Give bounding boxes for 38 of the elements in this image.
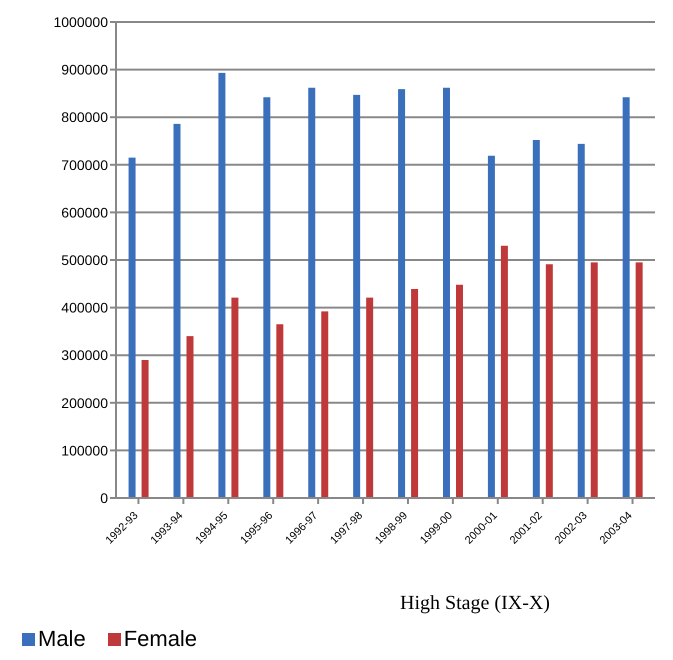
y-tick-label: 200000 [61,394,108,411]
bar [186,336,194,498]
y-tick-label: 800000 [61,109,108,126]
bar [500,246,508,498]
legend-label: Female [124,626,198,652]
bar [578,144,585,498]
legend-label: Male [38,626,86,652]
y-tick-label: 0 [100,490,108,506]
bar [366,298,374,498]
bar [353,94,360,498]
bar [398,89,406,498]
y-tick-label: 500000 [61,252,108,268]
text: High Stage (IX-X) [400,592,550,615]
bar [590,262,598,498]
y-tick-label: 1000000 [53,14,108,30]
y-tick-label: 300000 [61,347,108,364]
y-tick-label: 700000 [61,156,108,173]
y-tick-label: 100000 [61,442,108,458]
bar [622,97,630,498]
bar [636,262,643,498]
bar [308,88,316,498]
bar [321,311,328,498]
bar [128,158,136,498]
bar [276,324,284,498]
bar [218,72,226,498]
bar [546,264,553,498]
bar [442,88,450,498]
bar [231,298,238,498]
bar [411,289,418,498]
bar [456,284,463,498]
bar [142,360,149,498]
y-tick-label: 900000 [61,62,108,78]
y-tick-label: 400000 [61,300,108,316]
bar [263,97,270,498]
bar [532,140,540,498]
bar [488,156,495,498]
bar [173,124,180,498]
y-tick-label: 600000 [61,204,108,220]
